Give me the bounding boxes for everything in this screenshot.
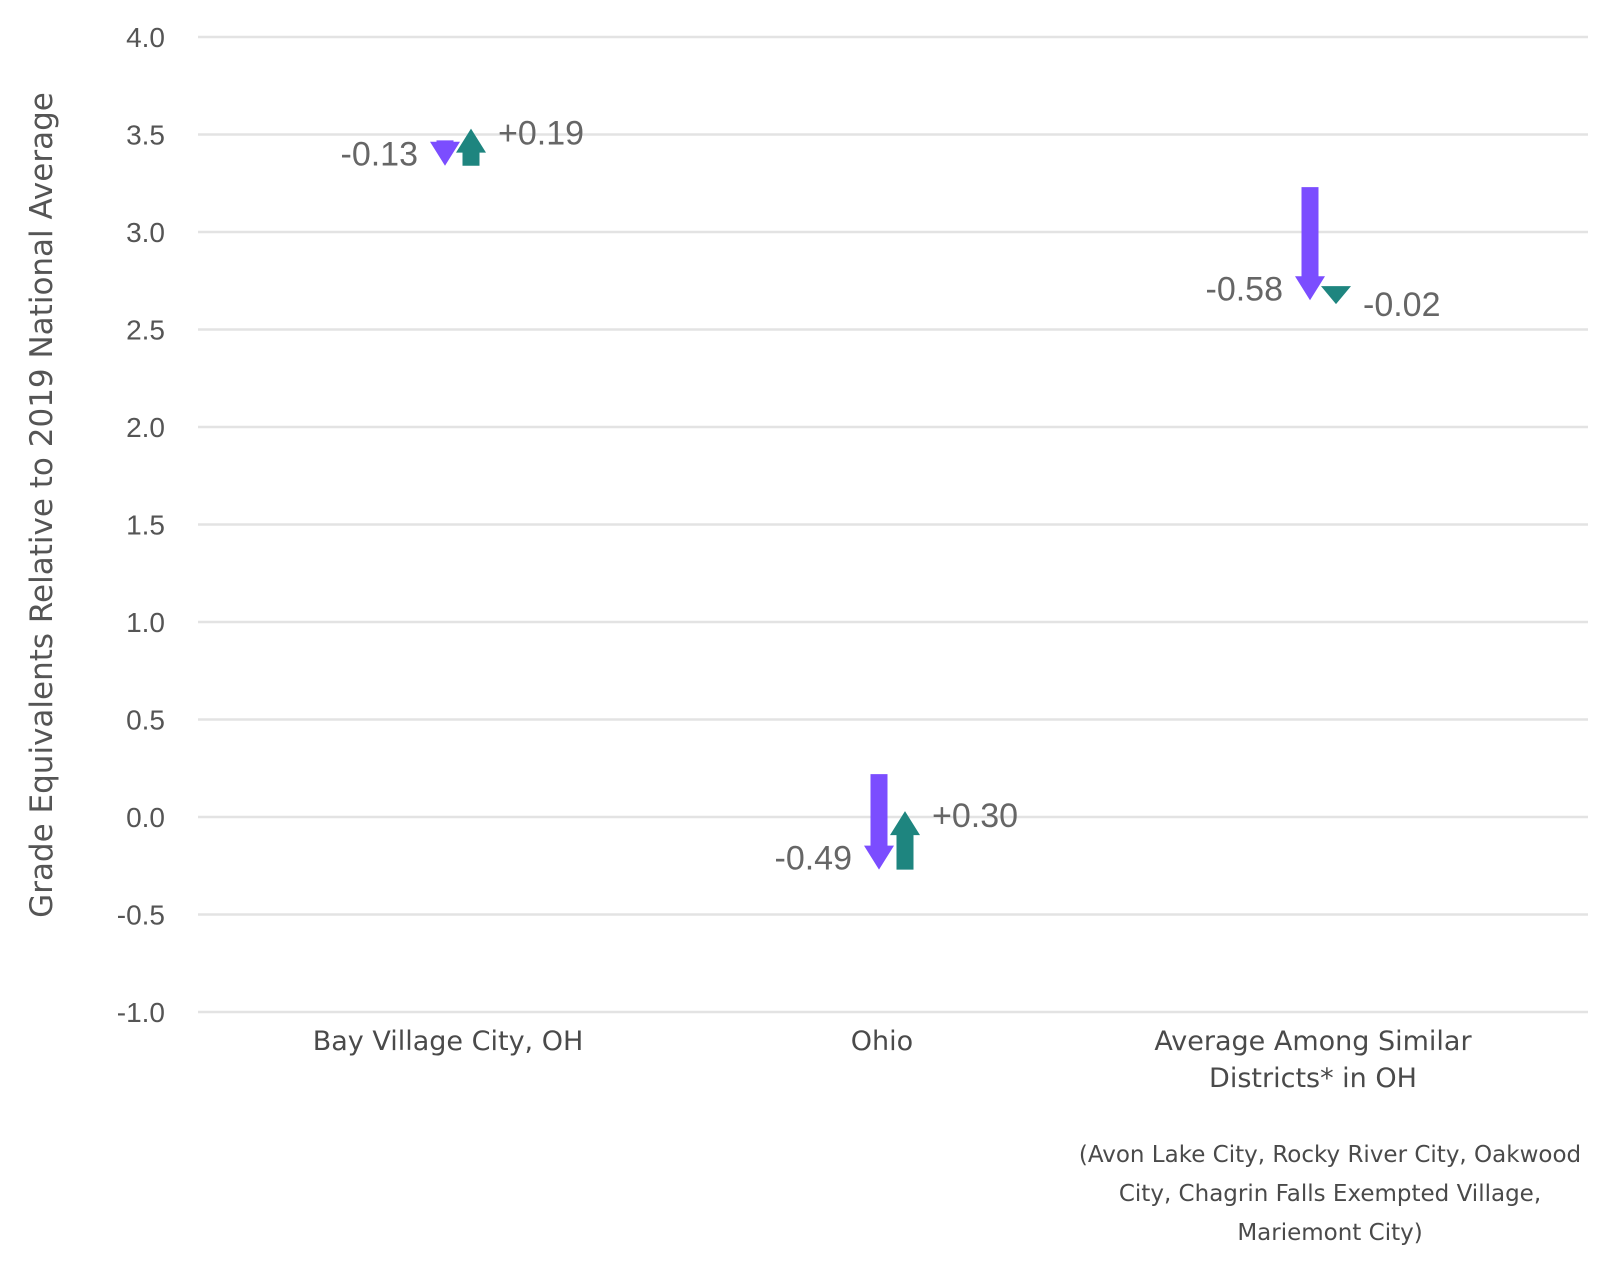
y-tick-label: 0.5: [126, 705, 165, 736]
y-tick-label: 1.0: [126, 607, 165, 638]
arrow-layer: [430, 128, 1351, 870]
change-value-label: +0.19: [498, 115, 584, 153]
y-tick-labels: 4.0 3.5 3.0 2.5 2.0 1.5 1.0 0.5 0.0 -0.5 -1.0: [117, 22, 165, 1028]
decline-arrow: [1295, 187, 1325, 301]
y-tick-label: 4.0: [126, 22, 165, 53]
category-label: Districts* in OH: [1209, 1063, 1417, 1094]
y-tick-label: -1.0: [117, 997, 165, 1028]
decline-arrow: [864, 774, 894, 870]
footnote-line: Mariemont City): [1237, 1220, 1422, 1246]
y-tick-label: 3.0: [126, 217, 165, 248]
category-label: Ohio: [851, 1026, 913, 1057]
change-arrow: [1321, 286, 1351, 305]
y-axis-label: Grade Equivalents Relative to 2019 Natio…: [24, 92, 60, 918]
category-label: Average Among Similar: [1154, 1026, 1472, 1057]
y-tick-label: 2.0: [126, 412, 165, 443]
y-tick-label: 3.5: [126, 120, 165, 151]
grid-layer: [198, 35, 1588, 1014]
change-arrow: [456, 128, 486, 166]
decline-value-label: -0.58: [1206, 270, 1284, 308]
data-label-layer: -0.13 +0.19 -0.49 +0.30 -0.58 -0.02: [341, 115, 1441, 878]
y-tick-label: 0.0: [126, 802, 165, 833]
change-value-label: -0.02: [1363, 286, 1441, 324]
decline-value-label: -0.13: [341, 136, 419, 174]
change-arrow: [890, 811, 920, 870]
change-value-label: +0.30: [932, 797, 1018, 835]
footnote-line: City, Chagrin Falls Exempted Village,: [1119, 1181, 1541, 1207]
y-tick-label: 1.5: [126, 510, 165, 541]
decline-arrow: [430, 140, 460, 166]
decline-value-label: -0.49: [775, 840, 853, 878]
footnote: (Avon Lake City, Rocky River City, Oakwo…: [1079, 1142, 1581, 1246]
y-tick-label: 2.5: [126, 315, 165, 346]
category-label: Bay Village City, OH: [313, 1026, 584, 1057]
category-labels: Bay Village City, OH Ohio Average Among Si…: [313, 1026, 1473, 1094]
footnote-line: (Avon Lake City, Rocky River City, Oakwo…: [1079, 1142, 1581, 1168]
y-tick-label: -0.5: [117, 900, 165, 931]
